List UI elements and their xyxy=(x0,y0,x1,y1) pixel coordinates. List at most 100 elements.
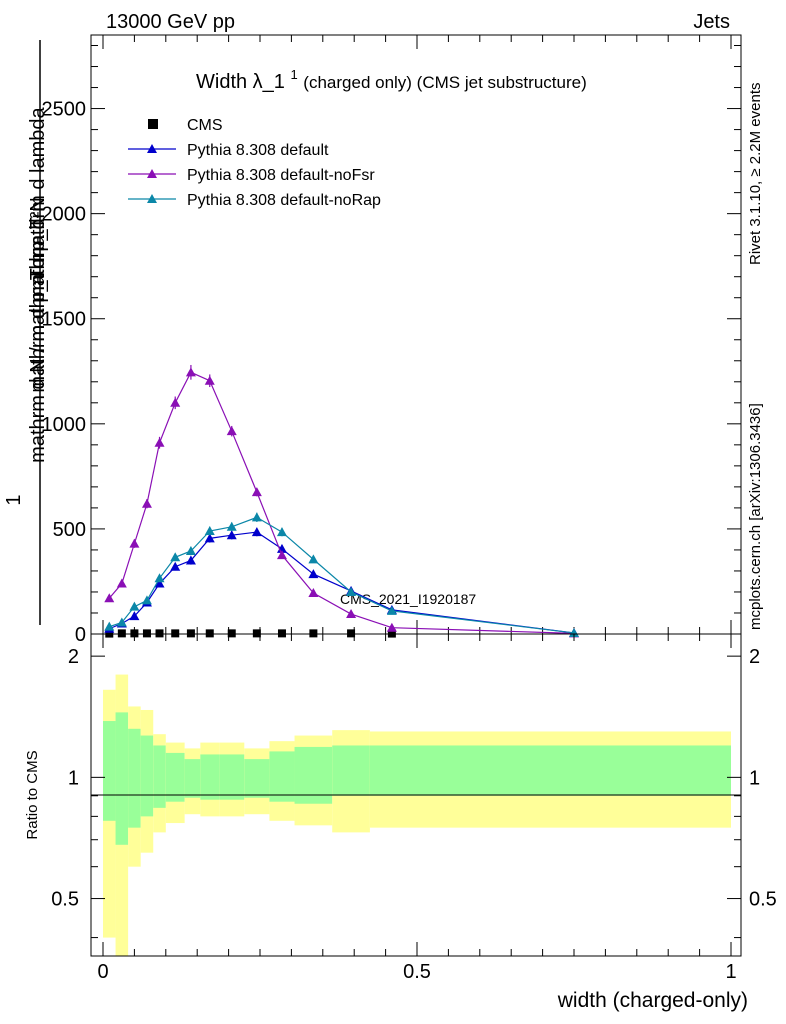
data-point xyxy=(129,601,140,611)
ratio-band-inner xyxy=(244,759,270,798)
data-point xyxy=(252,629,261,638)
data-point xyxy=(185,367,196,377)
ratio-band-inner xyxy=(165,752,185,802)
ratio-ytick-label-left: 0.5 xyxy=(51,889,79,911)
data-point xyxy=(171,629,180,638)
xtick-labels: 0 0.5 1 xyxy=(97,961,736,983)
data-point xyxy=(251,512,262,522)
data-point xyxy=(346,586,357,596)
xaxis-label: width (charged-only) xyxy=(557,989,748,1012)
data-point xyxy=(141,595,152,605)
data-point xyxy=(154,578,165,588)
series-line xyxy=(109,516,575,634)
ratio-band-inner xyxy=(269,751,295,802)
ratio-band-inner xyxy=(200,754,220,800)
legend-marker xyxy=(147,169,157,178)
data-point xyxy=(155,629,164,638)
ytick-label: 2500 xyxy=(42,99,87,121)
ratio-ytick-label-right: 2 xyxy=(749,646,760,668)
main-ytick-labels: 0 500 1000 1500 2000 2500 xyxy=(42,99,87,646)
data-point xyxy=(277,629,286,638)
xtick-label: 0 xyxy=(97,961,108,983)
data-point xyxy=(386,622,397,632)
ylabel-numerator: mathrm d²N xyxy=(27,197,49,303)
ytick-label: 500 xyxy=(53,519,86,541)
data-point xyxy=(185,545,196,555)
main-title-text: Width λ_1 xyxy=(196,71,285,93)
main-title: Width λ_1 1 (charged only) (CMS jet subs… xyxy=(196,62,587,93)
data-point xyxy=(226,530,237,540)
series-0 xyxy=(105,629,396,638)
ylabel-prefix: 1 xyxy=(3,494,25,505)
ytick-label: 0 xyxy=(75,624,86,646)
main-axis-ticks xyxy=(91,35,741,635)
ratio-band-inner xyxy=(294,746,333,804)
ratio-band-inner xyxy=(103,721,116,821)
data-point xyxy=(205,629,214,638)
ratio-band-inner xyxy=(219,754,245,800)
data-point xyxy=(251,487,262,497)
data-point xyxy=(170,397,181,407)
data-point xyxy=(141,498,152,508)
data-point xyxy=(276,550,287,560)
main-title-rest: (charged only) (CMS jet substructure) xyxy=(303,73,586,92)
data-point xyxy=(170,552,181,562)
energy-label: 13000 GeV pp xyxy=(106,11,235,33)
ratio-bands xyxy=(103,674,731,956)
data-point xyxy=(154,437,165,447)
ratio-band-inner xyxy=(140,735,154,817)
series-layer xyxy=(104,364,579,638)
data-point xyxy=(104,621,115,631)
ytick-label: 1500 xyxy=(42,309,87,331)
ratio-band-inner xyxy=(332,745,370,796)
legend-marker xyxy=(148,119,158,129)
data-point xyxy=(129,538,140,548)
data-point xyxy=(116,578,127,588)
data-point xyxy=(226,521,237,531)
ylabel-numerator-sub: mathrm d p_T mathrm d lambda xyxy=(27,106,49,392)
data-point xyxy=(186,629,195,638)
data-point xyxy=(130,629,139,638)
data-point xyxy=(309,629,318,638)
data-point xyxy=(116,617,127,627)
ratio-ytick-label-left: 2 xyxy=(68,646,79,668)
legend-label: Pythia 8.308 default-noFsr xyxy=(187,167,375,184)
ratio-ytick-labels: 0.5 0.5 1 1 2 2 xyxy=(51,646,777,910)
data-point xyxy=(170,561,181,571)
rivet-label: Rivet 3.1.10, ≥ 2.2M events xyxy=(747,83,764,266)
data-point xyxy=(227,629,236,638)
main-title-superscript: 1 xyxy=(291,67,298,82)
ratio-ytick-label-right: 1 xyxy=(749,767,760,789)
xtick-label: 1 xyxy=(725,961,736,983)
ratio-band-inner xyxy=(184,759,201,798)
data-point xyxy=(204,533,215,543)
data-point xyxy=(204,526,215,536)
ratio-ytick-label-right: 0.5 xyxy=(749,889,777,911)
data-point xyxy=(276,543,287,553)
data-point xyxy=(308,588,319,598)
ytick-label: 1000 xyxy=(42,414,87,436)
ratio-ylabel: Ratio to CMS xyxy=(24,750,41,839)
ratio-band-inner xyxy=(128,728,141,828)
legend-marker xyxy=(147,194,157,203)
data-point xyxy=(346,609,357,619)
legend-label: CMS xyxy=(187,117,223,134)
ratio-ytick-label-left: 1 xyxy=(68,767,79,789)
data-point xyxy=(308,569,319,579)
ratio-band-inner xyxy=(153,745,166,808)
data-point xyxy=(104,593,115,603)
data-point xyxy=(276,527,287,537)
data-point xyxy=(142,629,151,638)
analysis-tag: CMS_2021_I1920187 xyxy=(340,591,476,607)
ytick-label: 2000 xyxy=(42,204,87,226)
ratio-band-inner xyxy=(369,745,731,796)
category-label: Jets xyxy=(693,11,730,33)
ylabel-denominator: mathrm d N / mathrm d p_T xyxy=(27,217,49,463)
data-point xyxy=(204,375,215,385)
series-line xyxy=(109,531,575,634)
xtick-label: 0.5 xyxy=(403,961,431,983)
site-label: mcplots.cern.ch [arXiv:1306.3436] xyxy=(747,403,764,630)
data-point xyxy=(386,605,397,615)
series-1 xyxy=(104,527,579,637)
